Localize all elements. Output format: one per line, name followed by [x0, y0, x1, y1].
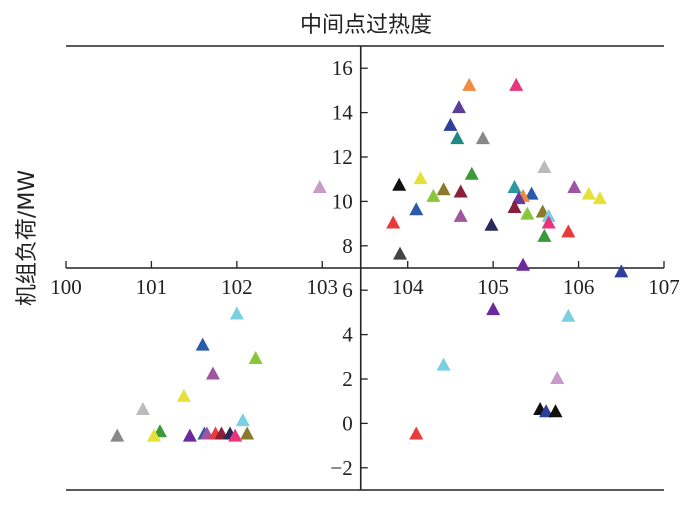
data-point-triangle [240, 426, 255, 440]
data-point-triangle [182, 428, 197, 442]
data-point-triangle [524, 186, 539, 200]
x-tick-label: 104 [392, 275, 424, 299]
data-point-triangle [426, 188, 441, 202]
data-point-triangle [436, 182, 451, 196]
data-point-triangle [548, 404, 563, 418]
data-point-triangle [451, 100, 466, 114]
data-point-triangle [443, 117, 458, 131]
data-point-triangle [567, 180, 582, 194]
data-point-triangle [392, 177, 407, 191]
data-point-triangle [464, 166, 479, 180]
data-point-triangle [229, 306, 244, 320]
x-tick-label: 101 [136, 275, 168, 299]
data-point-triangle [581, 186, 596, 200]
data-point-triangle [462, 77, 477, 91]
data-point-triangle [146, 428, 161, 442]
data-point-triangle [537, 160, 552, 174]
data-point-triangle [176, 388, 191, 402]
y-tick-label: 12 [332, 145, 353, 169]
y-tick-label: 16 [332, 56, 353, 80]
data-point-triangle [409, 426, 424, 440]
data-point-triangle [592, 191, 607, 205]
x-tick-label: 100 [50, 275, 82, 299]
data-point-triangle [453, 184, 468, 198]
data-point-triangle [475, 131, 490, 145]
x-tick-label: 102 [221, 275, 253, 299]
data-point-triangle [484, 217, 499, 231]
data-point-triangle [537, 228, 552, 242]
data-point-triangle [509, 77, 524, 91]
y-axis-label: 机组负荷/MW [15, 170, 40, 306]
x-tick-label: 107 [648, 275, 680, 299]
chart-title: 中间点过热度 [300, 13, 432, 38]
data-point-triangle [386, 215, 401, 229]
y-tick-label: 10 [332, 189, 353, 213]
data-point-triangle [511, 191, 526, 205]
data-point-triangle [110, 428, 125, 442]
data-point-triangle [393, 246, 408, 260]
data-point-triangle [453, 208, 468, 222]
x-tick-label: 105 [477, 275, 509, 299]
data-point-triangle [539, 404, 554, 418]
ticks: 100 101 102 103 104 105 106 107 −2 0 2 4 6 8 10 12 14 16 [50, 56, 680, 480]
y-tick-label: 14 [332, 101, 354, 125]
y-tick-label: −2 [330, 456, 352, 480]
data-point-triangle [614, 264, 629, 278]
data-point-triangle [413, 171, 428, 185]
data-point-triangle [312, 180, 327, 194]
data-points [110, 77, 629, 442]
data-point-triangle [561, 224, 576, 238]
data-point-triangle [409, 202, 424, 216]
data-point-triangle [541, 215, 556, 229]
data-point-triangle [195, 337, 210, 351]
y-tick-label: 8 [342, 234, 353, 258]
y-tick-label: 4 [342, 323, 353, 347]
data-point-triangle [248, 350, 263, 364]
y-tick-label: 0 [342, 411, 353, 435]
data-point-triangle [520, 206, 535, 220]
x-tick-label: 103 [307, 275, 339, 299]
data-point-triangle [561, 308, 576, 322]
data-point-triangle [486, 302, 501, 316]
data-point-triangle [507, 200, 522, 213]
data-point-triangle [436, 357, 451, 371]
axes [66, 46, 664, 490]
data-point-triangle [235, 413, 250, 427]
data-point-triangle [135, 402, 150, 416]
data-point-triangle [507, 180, 522, 194]
y-tick-label: 2 [342, 367, 353, 391]
data-point-triangle [541, 208, 556, 222]
data-point-triangle [550, 370, 565, 384]
y-tick-label: 6 [342, 278, 353, 302]
data-point-triangle [516, 257, 531, 271]
data-point-triangle [228, 428, 243, 442]
data-point-triangle [450, 131, 465, 145]
data-point-triangle [205, 366, 220, 380]
x-tick-label: 106 [563, 275, 595, 299]
